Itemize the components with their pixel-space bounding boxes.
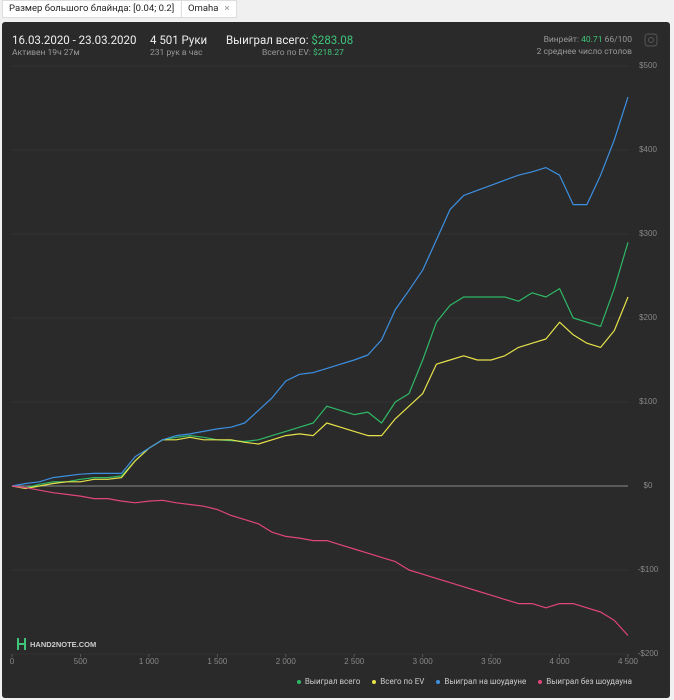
- x-tick-label: 1 500: [207, 657, 228, 666]
- winrate-value: 40.71: [581, 35, 603, 45]
- legend-item[interactable]: Выиграл без шоудауна: [538, 677, 632, 686]
- x-tick-label: 1 000: [139, 657, 160, 666]
- y-tick-label: $500: [639, 61, 657, 70]
- legend-swatch: [296, 679, 301, 684]
- active: Активен 19ч 27м: [12, 48, 80, 58]
- x-tick-label: 4 500: [618, 657, 639, 666]
- legend-item[interactable]: Выиграл всего: [296, 677, 361, 686]
- y-tick-label: $400: [639, 145, 657, 154]
- legend-swatch: [538, 679, 543, 684]
- series-line: [11, 296, 629, 490]
- y-tick-label: $100: [639, 397, 657, 406]
- winrate-label: Винрейт:: [543, 35, 580, 45]
- hands-per-hour: 231 рук в час: [150, 48, 203, 58]
- tab-close[interactable]: ×: [224, 3, 230, 14]
- legend-label: Всего по EV: [380, 677, 425, 686]
- won-value: $283.08: [311, 33, 354, 47]
- x-tick-label: 2 500: [344, 657, 365, 666]
- legend-label: Выиграл на шоудауне: [444, 677, 527, 686]
- x-tick-label: 3 000: [413, 657, 434, 666]
- y-tick-label: -$100: [638, 565, 659, 574]
- panel: [2, 22, 670, 698]
- tables: 2 среднее число столов: [536, 47, 632, 57]
- y-tick-label: -$200: [638, 649, 659, 658]
- x-tick-label: 3 500: [481, 657, 502, 666]
- y-tick-label: $200: [639, 313, 657, 322]
- legend-swatch: [372, 679, 377, 684]
- hands: 4 501 Руки: [150, 33, 208, 47]
- settings-icon[interactable]: [644, 33, 658, 47]
- tab-label: Размер большого блайнда: [0.04; 0.2]: [9, 3, 175, 14]
- y-tick-label: $0: [644, 481, 653, 490]
- series-line: [11, 485, 629, 636]
- won: Выиграл всего: $283.08: [226, 33, 353, 47]
- watermark: HAND2NOTE.COM: [30, 640, 96, 649]
- ev-label: Всего по EV:: [262, 48, 311, 58]
- y-tick-label: $300: [639, 229, 657, 238]
- ev: Всего по EV: $218.27: [262, 48, 344, 58]
- winrate-rank: 66/100: [604, 35, 632, 45]
- x-tick-label: 0: [10, 657, 15, 666]
- legend-label: Выиграл всего: [304, 677, 361, 686]
- legend-swatch: [436, 679, 441, 684]
- x-tick-label: 4 000: [550, 657, 571, 666]
- legend-label: Выиграл без шоудауна: [546, 677, 632, 686]
- won-label: Выиграл всего:: [226, 33, 309, 47]
- x-tick-label: 500: [74, 657, 88, 666]
- legend-item[interactable]: Выиграл на шоудауне: [436, 677, 526, 686]
- legend: Выиграл всего Всего по EV Выиграл на шоуда…: [296, 677, 632, 686]
- dates: 16.03.2020 - 23.03.2020: [12, 33, 137, 47]
- x-tick-label: 2 000: [276, 657, 297, 666]
- tab-label: Omaha: [188, 3, 219, 14]
- series-line: [11, 242, 629, 489]
- tab[interactable]: Omaha ×: [181, 0, 237, 18]
- legend-item[interactable]: Всего по EV: [372, 677, 424, 686]
- series-line: [11, 96, 629, 487]
- ev-value: $218.27: [312, 48, 344, 58]
- logo-icon: [17, 638, 26, 650]
- winrate: Винрейт: 40.71 66/100: [544, 35, 632, 45]
